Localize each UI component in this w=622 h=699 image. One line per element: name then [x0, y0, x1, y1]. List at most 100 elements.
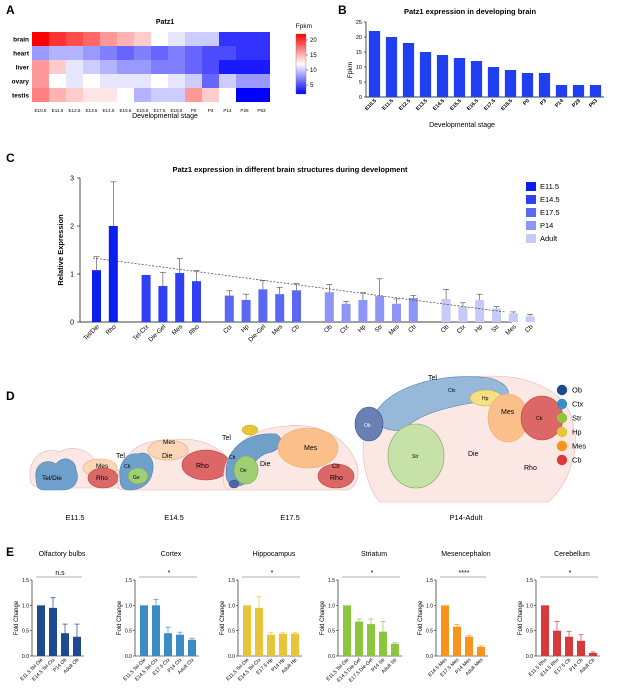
heatmap-row-label: brain: [13, 37, 29, 44]
diagram-legend-label: Hp: [572, 428, 582, 437]
heatmap-column-label: E13.5: [85, 108, 97, 113]
fold-change-title: Striatum: [361, 551, 387, 558]
stage-label-e17-5: E17.5: [280, 513, 300, 522]
heatmap-cell: [134, 46, 151, 60]
heatmap-column-label: P28: [240, 108, 249, 113]
label-tel-e14: Tel: [116, 453, 125, 460]
fold-change-bar: [61, 633, 69, 656]
diagram-legend-swatch: [556, 384, 568, 396]
fold-change-bar: [589, 652, 597, 656]
label-ge-e14: Ge: [133, 475, 140, 481]
heatmap-cell: [185, 60, 202, 74]
heatmap-cell: [236, 88, 253, 102]
chart-b-xlabel: Developmental stage: [429, 122, 495, 129]
fold-change-ylabel: Fold Change: [418, 600, 424, 635]
fold-change-bar: [541, 605, 549, 656]
heatmap-cell: [83, 46, 100, 60]
heatmap-cell: [202, 32, 219, 46]
heatmap-cell: [100, 74, 117, 88]
fold-change-bar: [176, 634, 184, 656]
chart-b-bar: [555, 85, 568, 97]
label-rho-p14: Rho: [524, 465, 537, 472]
fold-change-bar: [379, 631, 387, 656]
chart-c-legend-swatch: [526, 208, 536, 217]
chart-b-xtick-label: P28: [571, 98, 582, 109]
fold-change-ytick-label: 1.5: [125, 578, 132, 584]
label-die-p14: Die: [468, 451, 479, 458]
label-mes-e14: Mes: [163, 439, 176, 446]
chart-b-xtick-label: P14: [554, 98, 565, 109]
chart-c-xtick-label: Die-Gel: [247, 323, 267, 343]
chart-c-xtick-label: Hp: [240, 323, 251, 334]
diagram-legend-label: Ctx: [572, 400, 584, 409]
heatmap-cell: [134, 88, 151, 102]
fold-change-ytick-label: 1.0: [22, 603, 29, 609]
colorbar-tick-label: 15: [310, 53, 317, 59]
chart-c-bar: [241, 299, 251, 322]
heatmap-cell: [168, 74, 185, 88]
label-teldie-e11: Tel/Die: [42, 475, 62, 482]
fold-change-bar: [391, 643, 399, 656]
label-oe-e17: Oe: [240, 468, 247, 474]
heatmap-column-label: P14: [223, 108, 232, 113]
fold-change-bar: [367, 624, 375, 656]
heatmap-cell: [100, 88, 117, 102]
diagram-legend-swatch: [556, 426, 568, 438]
chart-b-bar: [504, 70, 517, 97]
significance-label: *: [168, 570, 171, 577]
fold-change-bar: [343, 605, 351, 656]
label-mes-p14: Mes: [501, 409, 515, 416]
fold-change-bar: [453, 626, 461, 656]
label-die-e14: Die: [162, 453, 173, 460]
chart-b-ytick-label: 5: [359, 80, 362, 86]
diagram-legend-swatch: [556, 454, 568, 466]
fold-change-bar: [255, 607, 263, 656]
heatmap-cell: [66, 74, 83, 88]
panel-label-c: C: [6, 151, 15, 165]
brain-p14-adult: Tel Ctx Hp Ob Str Die Mes Cb Rho P14-Adu…: [354, 375, 576, 522]
heatmap-cell: [32, 46, 49, 60]
heatmap-cell: [185, 32, 202, 46]
chart-c-bar: [475, 299, 485, 322]
heatmap-cell: [66, 60, 83, 74]
chart-c-ytick-label: 2: [70, 224, 74, 231]
heatmap-cell: [236, 60, 253, 74]
chart-b-xtick-label: E12.5: [398, 98, 412, 112]
heatmap-cell: [49, 32, 66, 46]
heatmap-cell: [219, 74, 236, 88]
heatmap-column-label: E14.5: [102, 108, 114, 113]
heatmap-cell: [83, 74, 100, 88]
fold-change-ytick-label: 0.0: [328, 654, 335, 660]
chart-c-xtick-label: Hp: [473, 323, 484, 334]
heatmap-cell: [49, 60, 66, 74]
fold-change-title: Hippocampus: [253, 551, 296, 558]
chart-b-ylabel: Fpkm: [347, 62, 354, 78]
chart-b-bar: [487, 67, 500, 97]
colorbar-ticks: 5 10 15 20: [306, 38, 317, 89]
colorbar-label: Fpkm: [296, 23, 312, 30]
panel-label-e: E: [6, 545, 14, 559]
chart-c-xtick-label: Die-Gel: [147, 323, 167, 343]
chart-c-bar: [224, 295, 234, 322]
heatmap-cell: [168, 60, 185, 74]
heatmap-cell: [253, 46, 270, 60]
heatmap-cell: [83, 88, 100, 102]
label-ctx-p14: Ctx: [448, 388, 456, 394]
fold-change-bar: [279, 633, 287, 656]
fold-change-title: Olfactory bulbs: [39, 551, 86, 558]
chart-b-bar: [453, 58, 466, 97]
heatmap-cell: [151, 88, 168, 102]
heatmap-cells: [32, 32, 270, 102]
chart-c-xtick-label: Cb: [524, 323, 535, 334]
chart-c-bar: [341, 303, 351, 322]
heatmap-cell: [66, 88, 83, 102]
heatmap-cell: [168, 88, 185, 102]
heatmap-row-label: liver: [16, 65, 30, 72]
label-cb-e17: Cb: [229, 455, 236, 461]
brain-diagram-panel: Mes Rho Tel/Die E11.5 Tel Die Mes Rho Cb…: [29, 375, 586, 522]
colorbar-tick-label: 10: [310, 68, 317, 74]
chart-c-legend-label: Adult: [540, 234, 558, 243]
heatmap-row-label: heart: [13, 51, 30, 58]
